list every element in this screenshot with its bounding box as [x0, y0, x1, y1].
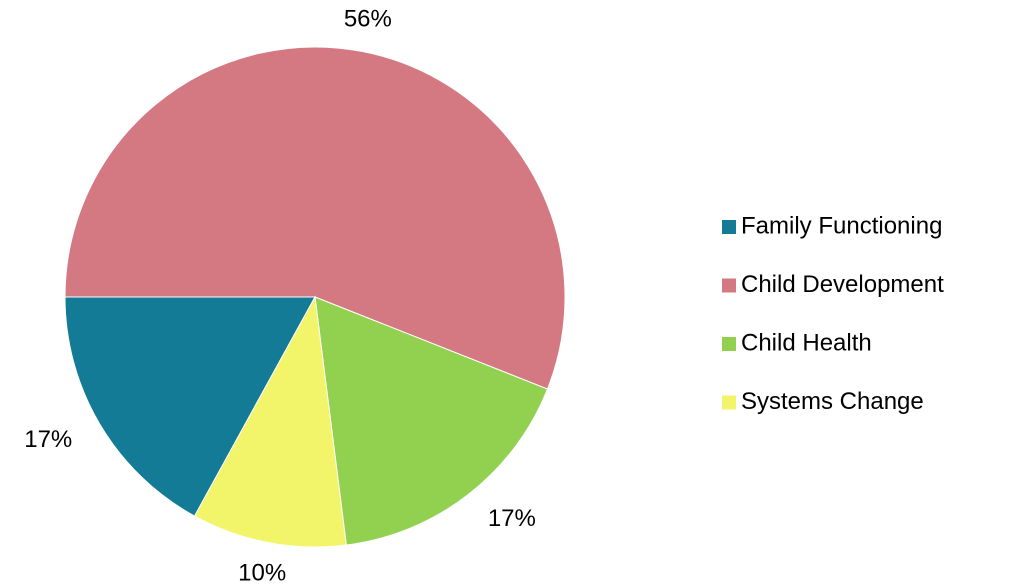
legend-label: Family Functioning	[741, 212, 942, 239]
legend-swatch	[722, 396, 736, 410]
chart: 17% 56% 17% 10% Family Functioning Child Deve…	[0, 0, 1023, 586]
page: 17% 56% 17% 10% Family Functioning Child Deve…	[0, 0, 1023, 586]
legend-label: Systems Change	[741, 388, 924, 415]
data-label: 17%	[488, 505, 536, 532]
data-label: 17%	[24, 426, 72, 453]
data-label: 10%	[238, 559, 286, 586]
data-label: 56%	[344, 5, 392, 32]
legend-label: Child Health	[741, 329, 872, 356]
legend-swatch	[722, 220, 736, 234]
legend-label: Child Development	[741, 271, 944, 298]
legend-swatch	[722, 337, 736, 351]
legend-swatch	[722, 279, 736, 293]
